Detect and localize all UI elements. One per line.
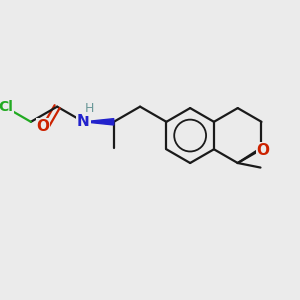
Text: O: O	[256, 143, 269, 158]
Text: N: N	[77, 114, 90, 129]
Text: Cl: Cl	[0, 100, 13, 115]
Polygon shape	[83, 118, 114, 125]
Text: O: O	[36, 119, 50, 134]
Text: H: H	[85, 102, 94, 115]
